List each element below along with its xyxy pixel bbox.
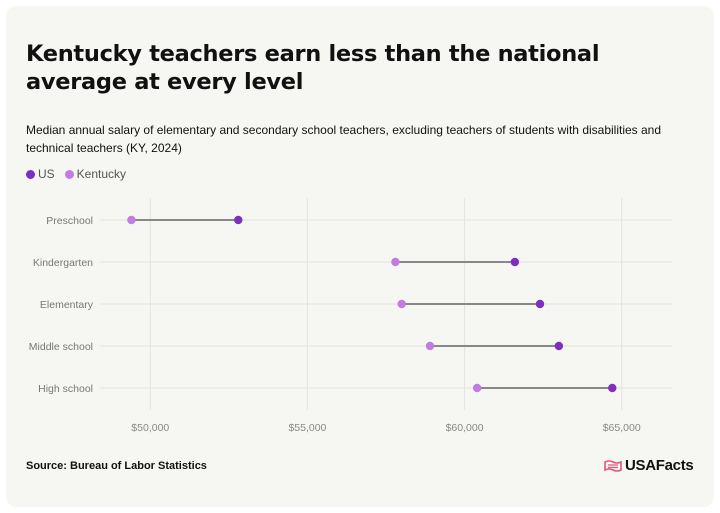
flag-icon bbox=[604, 459, 622, 472]
x-tick-label: $50,000 bbox=[131, 422, 169, 434]
category-label: Middle school bbox=[29, 341, 93, 353]
chart-subtitle: Median annual salary of elementary and s… bbox=[26, 123, 662, 155]
x-tick-label: $65,000 bbox=[603, 422, 641, 434]
legend-item-us: US bbox=[26, 167, 55, 181]
kentucky-point bbox=[391, 257, 400, 267]
category-label: Kindergarten bbox=[33, 257, 93, 269]
legend-label-us: US bbox=[38, 167, 55, 181]
chart-title: Kentucky teachers earn less than the nat… bbox=[26, 41, 600, 95]
logo-text: USAFacts bbox=[625, 457, 694, 474]
legend: US Kentucky bbox=[26, 167, 132, 181]
category-label: High school bbox=[38, 383, 93, 395]
usafacts-logo: USAFacts bbox=[604, 457, 694, 474]
category-label: Preschool bbox=[46, 215, 93, 227]
x-tick-label: $55,000 bbox=[288, 422, 326, 434]
legend-label-kentucky: Kentucky bbox=[76, 167, 127, 181]
kentucky-point bbox=[127, 215, 136, 225]
category-label: Elementary bbox=[40, 299, 94, 311]
kentucky-point bbox=[425, 341, 435, 351]
us-point bbox=[554, 341, 564, 351]
us-point bbox=[510, 257, 520, 267]
chart-card bbox=[6, 6, 714, 507]
x-tick-label: $60,000 bbox=[446, 422, 484, 434]
legend-swatch-us bbox=[26, 169, 35, 179]
legend-swatch-kentucky bbox=[64, 169, 74, 179]
us-point bbox=[535, 299, 545, 309]
source-note: Source: Bureau of Labor Statistics bbox=[26, 460, 207, 472]
us-point bbox=[608, 383, 617, 393]
kentucky-point bbox=[397, 299, 406, 309]
legend-item-kentucky: Kentucky bbox=[64, 167, 127, 181]
kentucky-point bbox=[472, 383, 482, 393]
us-point bbox=[234, 215, 243, 225]
